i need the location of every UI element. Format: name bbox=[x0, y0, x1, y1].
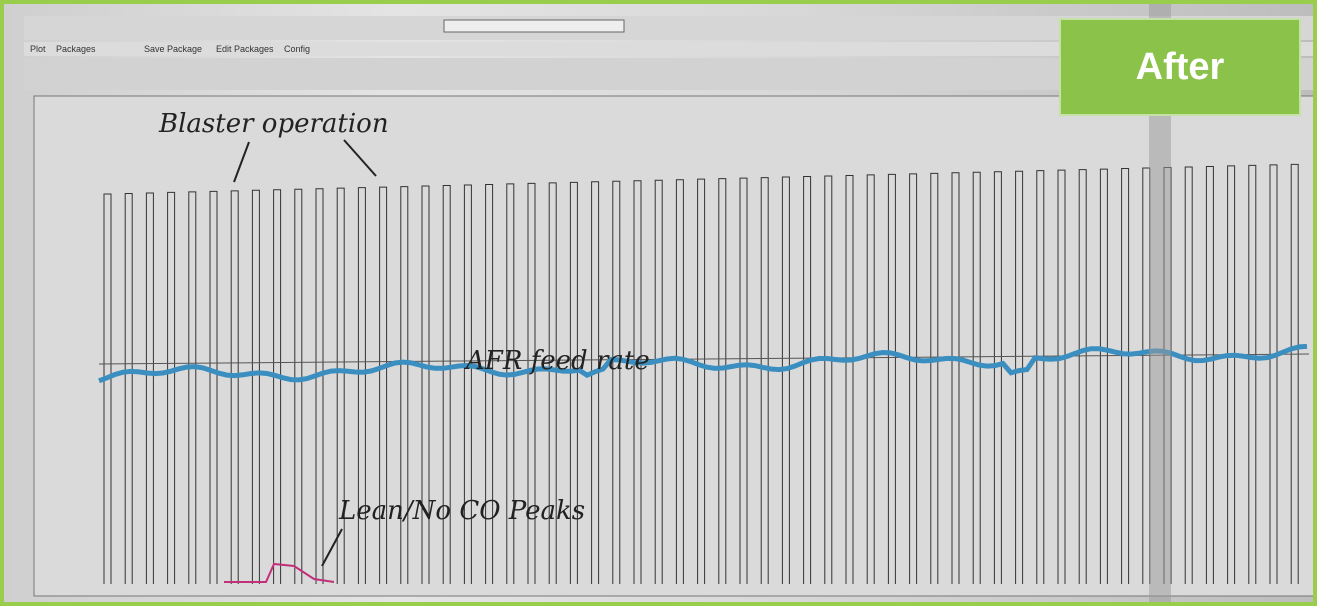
tab[interactable]: Save Package bbox=[144, 44, 202, 54]
tab[interactable]: Edit Packages bbox=[216, 44, 274, 54]
tab[interactable]: Plot bbox=[30, 44, 46, 54]
annotation: Lean/No CO Peaks bbox=[338, 496, 585, 526]
tab[interactable]: Packages bbox=[56, 44, 96, 54]
tab[interactable]: Config bbox=[284, 44, 310, 54]
annotation: AFR feed rate bbox=[464, 346, 650, 376]
after-badge: After bbox=[1059, 18, 1301, 116]
photo-frame: Plot Packages Save Package Edit Packages… bbox=[0, 0, 1317, 606]
annotation: Blaster operation bbox=[158, 109, 389, 139]
dropdown bbox=[444, 20, 624, 32]
